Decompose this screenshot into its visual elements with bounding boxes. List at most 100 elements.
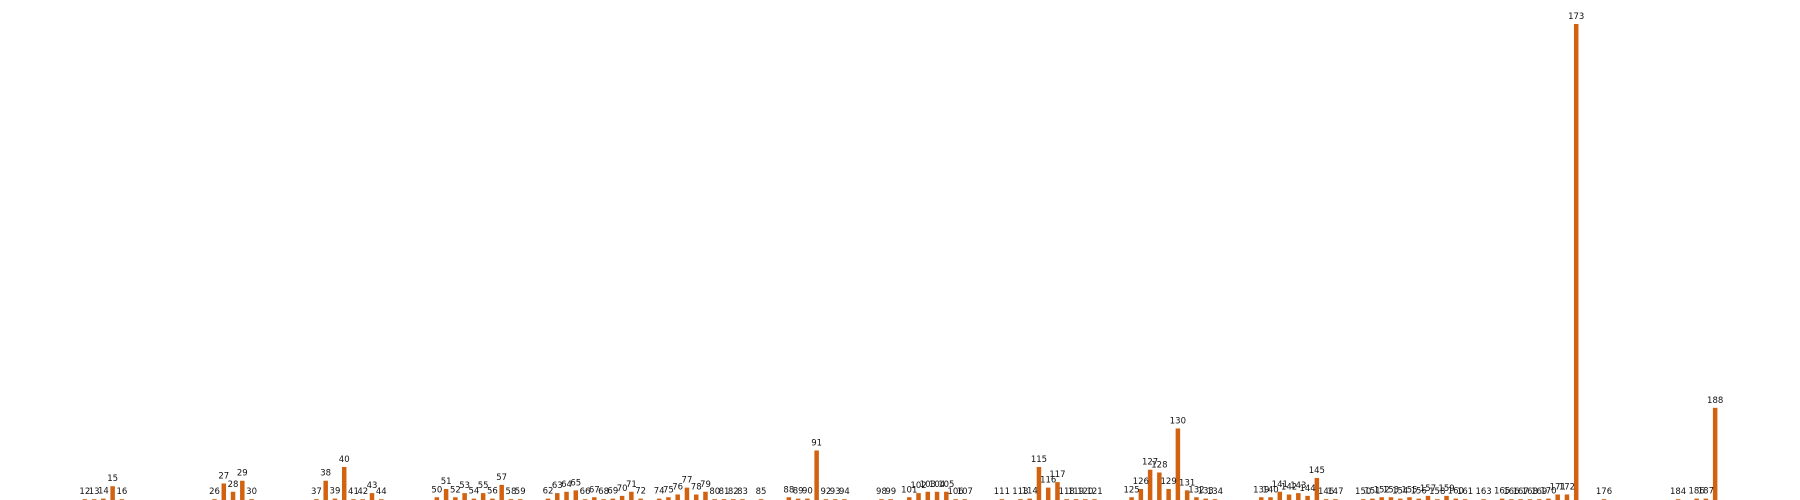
bar-label-111: 111 <box>994 487 1010 497</box>
bar-label-145: 145 <box>1309 466 1325 476</box>
bar-label-158: 158 <box>1429 487 1445 497</box>
bar-label-152: 152 <box>1374 485 1390 495</box>
bar-78 <box>693 494 699 500</box>
bar-label-131: 131 <box>1179 478 1195 488</box>
bar-label-150: 150 <box>1355 487 1371 497</box>
bar-53 <box>462 493 467 500</box>
bar-label-141: 141 <box>1272 480 1288 490</box>
bar-label-144: 144 <box>1299 484 1315 494</box>
bar-label-140: 140 <box>1262 485 1278 495</box>
bar-label-161: 161 <box>1457 487 1473 497</box>
bar-145 <box>1314 477 1320 500</box>
bar-label-121: 121 <box>1086 487 1102 497</box>
bar-160 <box>1453 498 1459 500</box>
bar-127 <box>1147 469 1153 500</box>
bar-154 <box>1397 498 1403 500</box>
bar-142 <box>1286 494 1292 500</box>
bar-label-117: 117 <box>1049 470 1065 480</box>
bar-130 <box>1175 428 1181 500</box>
bar-88 <box>786 497 792 500</box>
bar-129 <box>1166 488 1171 500</box>
bar-label-151: 151 <box>1364 487 1380 497</box>
bar-label-116: 116 <box>1040 476 1056 486</box>
bar-label-105: 105 <box>938 480 954 490</box>
bar-label-119: 119 <box>1068 487 1084 497</box>
bar-157 <box>1425 495 1431 500</box>
bar-126 <box>1138 488 1144 500</box>
bar-141 <box>1277 491 1283 500</box>
bar-label-71: 71 <box>626 480 637 490</box>
bar-label-43: 43 <box>367 481 378 491</box>
bar-label-134: 134 <box>1207 487 1223 497</box>
bar-label-38: 38 <box>320 469 331 479</box>
bar-label-62: 62 <box>543 487 554 497</box>
bar-label-92: 92 <box>820 487 831 497</box>
bar-103 <box>925 491 931 500</box>
bar-label-81: 81 <box>719 487 730 497</box>
bar-29 <box>240 480 245 500</box>
bar-label-132: 132 <box>1188 485 1204 495</box>
bar-label-126: 126 <box>1133 477 1149 487</box>
bar-label-104: 104 <box>929 480 945 490</box>
bar-132 <box>1194 497 1199 500</box>
bar-label-64: 64 <box>561 480 572 490</box>
bar-116 <box>1045 487 1051 500</box>
bar-64 <box>564 491 569 500</box>
bar-label-139: 139 <box>1253 485 1269 495</box>
bar-153 <box>1388 497 1394 500</box>
bar-51 <box>443 488 449 500</box>
bar-label-114: 114 <box>1022 487 1038 497</box>
bar-79 <box>703 491 708 500</box>
bar-71 <box>629 491 634 500</box>
bar-label-101: 101 <box>901 485 917 495</box>
bar-171 <box>1555 494 1560 500</box>
bar-label-118: 118 <box>1059 487 1075 497</box>
bar-label-168: 168 <box>1522 487 1538 497</box>
bar-label-89: 89 <box>793 487 804 497</box>
bar-102 <box>916 493 921 500</box>
bar-label-52: 52 <box>450 485 461 495</box>
bar-label-171: 171 <box>1550 483 1566 493</box>
bar-63 <box>555 493 560 500</box>
bar-label-120: 120 <box>1077 487 1093 497</box>
bar-label-155: 155 <box>1401 485 1417 495</box>
bar-label-130: 130 <box>1170 416 1186 426</box>
bar-117 <box>1055 482 1060 500</box>
bar-label-70: 70 <box>617 484 628 494</box>
bar-label-99: 99 <box>885 487 896 497</box>
bar-69 <box>610 498 616 500</box>
bar-label-26: 26 <box>209 487 220 497</box>
bar-label-147: 147 <box>1327 487 1343 497</box>
bar-89 <box>795 498 801 500</box>
bar-label-80: 80 <box>709 487 720 497</box>
bar-label-173: 173 <box>1568 12 1584 22</box>
bar-label-14: 14 <box>98 487 109 497</box>
bar-74 <box>656 498 662 500</box>
bar-label-39: 39 <box>330 487 341 497</box>
bar-90 <box>805 498 810 500</box>
bar-187 <box>1703 498 1709 500</box>
bar-label-93: 93 <box>830 487 841 497</box>
bar-label-58: 58 <box>506 487 517 497</box>
bar-label-157: 157 <box>1420 484 1436 494</box>
bar-label-159: 159 <box>1438 484 1454 494</box>
bars-group <box>82 24 1718 500</box>
bar-91 <box>814 450 819 500</box>
bar-label-115: 115 <box>1031 455 1047 465</box>
bar-label-79: 79 <box>700 480 711 490</box>
bar-label-55: 55 <box>478 481 489 491</box>
bar-52 <box>453 497 458 500</box>
bar-label-65: 65 <box>570 478 581 488</box>
bar-label-143: 143 <box>1290 481 1306 491</box>
bar-label-163: 163 <box>1475 487 1491 497</box>
bar-14 <box>101 498 106 500</box>
bar-label-27: 27 <box>218 471 229 481</box>
bar-label-113: 113 <box>1012 487 1028 497</box>
bar-label-103: 103 <box>920 480 936 490</box>
bar-label-153: 153 <box>1383 485 1399 495</box>
bar-label-69: 69 <box>607 487 618 497</box>
bar-50 <box>434 497 440 500</box>
bar-143 <box>1296 493 1301 500</box>
